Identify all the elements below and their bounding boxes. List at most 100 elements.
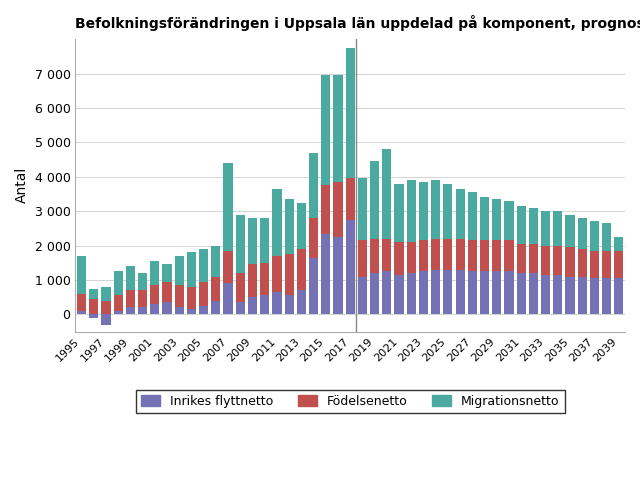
Bar — [199, 249, 208, 282]
Text: Befolkningsförändringen i Uppsala län uppdelad på komponent, prognos fr.o.m. 201: Befolkningsförändringen i Uppsala län up… — [76, 15, 640, 31]
Bar — [223, 283, 233, 314]
Bar — [492, 199, 501, 240]
Bar — [444, 239, 452, 270]
Bar — [431, 180, 440, 239]
Y-axis label: Antal: Antal — [15, 167, 29, 204]
Bar — [223, 163, 233, 251]
Bar — [248, 218, 257, 264]
Bar — [175, 308, 184, 314]
Bar — [321, 233, 330, 314]
Bar — [211, 300, 220, 314]
Bar — [431, 239, 440, 270]
Bar — [394, 242, 404, 275]
Bar — [101, 287, 111, 300]
Bar — [541, 211, 550, 246]
Bar — [529, 244, 538, 273]
Bar — [468, 240, 477, 271]
Bar — [492, 271, 501, 314]
Bar — [370, 161, 380, 239]
Bar — [187, 287, 196, 309]
Bar — [223, 251, 233, 283]
Bar — [382, 239, 392, 271]
Bar — [541, 246, 550, 275]
Bar — [553, 211, 563, 246]
Bar — [578, 276, 587, 314]
Bar — [614, 278, 623, 314]
Bar — [602, 223, 611, 251]
Bar — [150, 304, 159, 314]
Bar — [309, 258, 318, 314]
Bar — [211, 276, 220, 300]
Bar — [248, 297, 257, 314]
Bar — [273, 189, 282, 256]
Bar — [260, 263, 269, 296]
Bar — [382, 271, 392, 314]
Bar — [321, 75, 330, 185]
Bar — [590, 251, 599, 278]
Bar — [566, 247, 575, 276]
Bar — [444, 184, 452, 239]
Bar — [602, 251, 611, 278]
Bar — [358, 240, 367, 276]
Bar — [444, 270, 452, 314]
Bar — [163, 282, 172, 302]
Bar — [248, 264, 257, 297]
Bar — [553, 246, 563, 275]
Bar — [187, 252, 196, 287]
Legend: Inrikes flyttnetto, Födelsenetto, Migrationsnetto: Inrikes flyttnetto, Födelsenetto, Migrat… — [136, 390, 564, 413]
Bar — [566, 276, 575, 314]
Bar — [150, 261, 159, 285]
Bar — [370, 239, 380, 273]
Bar — [480, 240, 489, 271]
Bar — [504, 271, 513, 314]
Bar — [77, 311, 86, 314]
Bar — [370, 273, 380, 314]
Bar — [394, 184, 404, 242]
Bar — [199, 282, 208, 306]
Bar — [175, 256, 184, 285]
Bar — [394, 275, 404, 314]
Bar — [406, 242, 416, 273]
Bar — [285, 296, 294, 314]
Bar — [77, 256, 86, 294]
Bar — [199, 306, 208, 314]
Bar — [126, 308, 135, 314]
Bar — [541, 275, 550, 314]
Bar — [333, 75, 342, 182]
Bar — [480, 271, 489, 314]
Bar — [163, 302, 172, 314]
Bar — [468, 192, 477, 240]
Bar — [77, 294, 86, 311]
Bar — [590, 278, 599, 314]
Bar — [89, 299, 99, 314]
Bar — [138, 273, 147, 290]
Bar — [456, 189, 465, 239]
Bar — [431, 270, 440, 314]
Bar — [504, 201, 513, 240]
Bar — [187, 309, 196, 314]
Bar — [419, 182, 428, 240]
Bar — [529, 273, 538, 314]
Bar — [113, 311, 123, 314]
Bar — [175, 285, 184, 308]
Bar — [89, 288, 99, 299]
Bar — [492, 240, 501, 271]
Bar — [211, 246, 220, 276]
Bar — [260, 218, 269, 263]
Bar — [113, 271, 123, 296]
Bar — [236, 215, 245, 273]
Bar — [516, 244, 526, 273]
Bar — [346, 48, 355, 179]
Bar — [138, 308, 147, 314]
Bar — [333, 182, 342, 237]
Bar — [382, 149, 392, 239]
Bar — [126, 266, 135, 290]
Bar — [273, 292, 282, 314]
Bar — [406, 273, 416, 314]
Bar — [163, 264, 172, 282]
Bar — [297, 249, 306, 290]
Bar — [126, 290, 135, 308]
Bar — [358, 276, 367, 314]
Bar — [578, 218, 587, 249]
Bar — [566, 215, 575, 247]
